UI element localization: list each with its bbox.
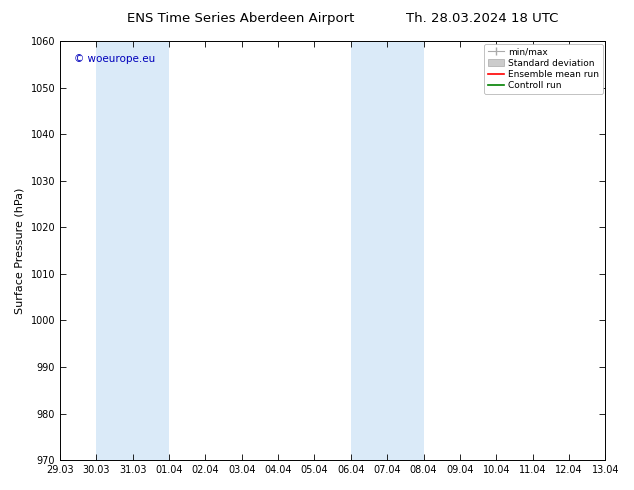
Bar (351, 41, 424, 460)
Text: Th. 28.03.2024 18 UTC: Th. 28.03.2024 18 UTC (406, 12, 558, 25)
Bar (605, 41, 623, 460)
Text: © woeurope.eu: © woeurope.eu (74, 53, 155, 64)
Bar (96, 41, 169, 460)
Legend: min/max, Standard deviation, Ensemble mean run, Controll run: min/max, Standard deviation, Ensemble me… (484, 44, 602, 94)
Text: ENS Time Series Aberdeen Airport: ENS Time Series Aberdeen Airport (127, 12, 354, 25)
Y-axis label: Surface Pressure (hPa): Surface Pressure (hPa) (15, 187, 25, 314)
